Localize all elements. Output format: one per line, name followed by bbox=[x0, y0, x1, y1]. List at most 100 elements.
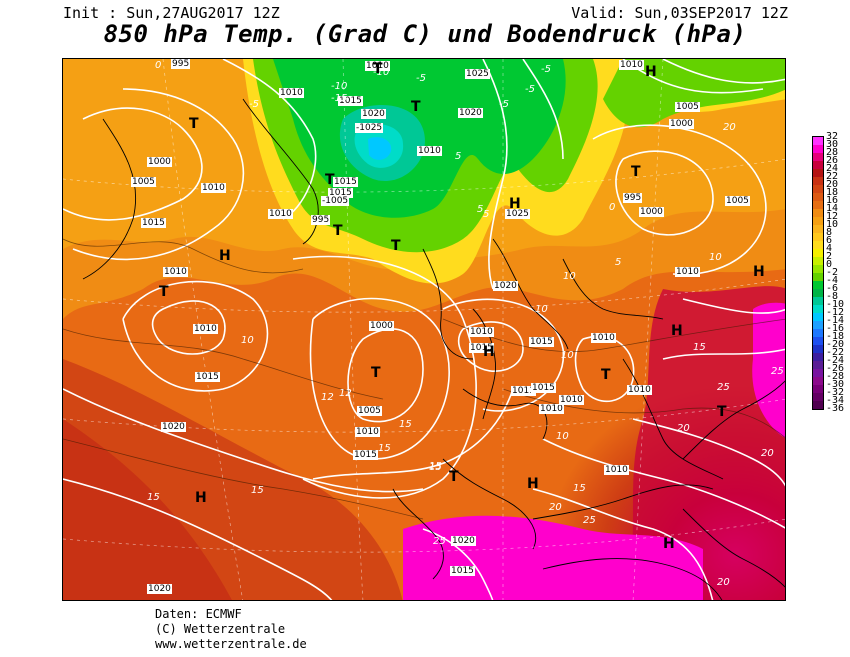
copyright: (C) Wetterzentrale bbox=[155, 622, 286, 636]
temp-label: 25 bbox=[771, 366, 784, 377]
low-center: T bbox=[159, 284, 169, 300]
color-scale-label: 18 bbox=[826, 187, 839, 198]
temp-label: 10 bbox=[241, 335, 254, 346]
isobar-label: -1025 bbox=[355, 123, 384, 133]
color-scale-cell bbox=[813, 361, 823, 369]
color-scale-cell bbox=[813, 265, 823, 273]
isobar-label: 1020 bbox=[493, 281, 518, 291]
color-scale-cell bbox=[813, 185, 823, 193]
color-scale-cell bbox=[813, 225, 823, 233]
color-scale-cell bbox=[813, 321, 823, 329]
isobar-label: 1020 bbox=[147, 584, 172, 594]
color-scale-label: -30 bbox=[826, 379, 845, 390]
color-scale-label: -10 bbox=[826, 299, 845, 310]
isobar-label: 1015 bbox=[328, 188, 353, 198]
temp-label: 20 bbox=[677, 423, 690, 434]
color-scale-cell bbox=[813, 209, 823, 217]
color-scale-cell bbox=[813, 377, 823, 385]
isobar-label: 1000 bbox=[369, 321, 394, 331]
isobar-label: 1010 bbox=[268, 209, 293, 219]
color-scale-label: -32 bbox=[826, 387, 845, 398]
color-scale-label: -8 bbox=[826, 291, 839, 302]
isobar-label: 1010 bbox=[675, 267, 700, 277]
isobar-label: 1011 bbox=[511, 386, 536, 396]
color-scale-cell bbox=[813, 281, 823, 289]
isobar-label: 1015 bbox=[353, 450, 378, 460]
temp-label: 15 bbox=[399, 419, 412, 430]
isobar-label: 1010 bbox=[539, 404, 564, 414]
color-scale-label: 16 bbox=[826, 195, 839, 206]
coastlines bbox=[82, 98, 785, 600]
temp-label: 12 bbox=[339, 388, 352, 399]
footer-credits: Daten: ECMWF (C) Wetterzentrale www.wett… bbox=[155, 607, 307, 652]
temp-label: 15 bbox=[378, 443, 391, 454]
isobar-label: 1010 bbox=[193, 324, 218, 334]
low-center: T bbox=[411, 99, 421, 115]
isotherms bbox=[63, 238, 785, 520]
temp-label: 20 bbox=[723, 122, 736, 133]
color-scale-label: -14 bbox=[826, 315, 845, 326]
color-scale-label: -24 bbox=[826, 355, 845, 366]
warm-east bbox=[623, 286, 785, 600]
color-scale-cell bbox=[813, 401, 823, 409]
color-scale-cell bbox=[813, 217, 823, 225]
color-scale-cell bbox=[813, 313, 823, 321]
high-center: H bbox=[663, 536, 675, 552]
low-center: T bbox=[601, 367, 611, 383]
isobar-label: 1020 bbox=[161, 422, 186, 432]
isobar-label: 1015 bbox=[529, 337, 554, 347]
color-scale-cell bbox=[813, 249, 823, 257]
temp-label: -10 bbox=[331, 81, 348, 92]
color-scale-label: -22 bbox=[826, 347, 845, 358]
temp-label: -5 bbox=[541, 64, 551, 75]
temp-label: 15 bbox=[429, 462, 442, 473]
isobar-label: 995 bbox=[311, 215, 331, 225]
temp-label: -5 bbox=[499, 99, 509, 110]
temp-label: 15 bbox=[573, 483, 586, 494]
isobar-label: 1010 bbox=[163, 267, 188, 277]
temp-label: 25 bbox=[717, 382, 730, 393]
isobar-label: 1015 bbox=[469, 343, 494, 353]
hot-east bbox=[752, 302, 785, 438]
cold-core-min bbox=[368, 137, 392, 160]
high-center: H bbox=[509, 196, 521, 212]
color-scale-cell bbox=[813, 145, 823, 153]
color-scale-cell bbox=[813, 177, 823, 185]
temp-label: 10 bbox=[709, 252, 722, 263]
temp-label: -5 bbox=[416, 73, 426, 84]
color-scale-cell bbox=[813, 393, 823, 401]
temp-label: -5 bbox=[249, 99, 259, 110]
temp-label: 15 bbox=[429, 461, 442, 472]
temp-label: 10 bbox=[561, 350, 574, 361]
temp-label: 5 bbox=[455, 151, 462, 162]
low-center: T bbox=[333, 223, 343, 239]
color-scale-cell bbox=[813, 337, 823, 345]
color-scale-cell bbox=[813, 193, 823, 201]
temp-label: 5 bbox=[483, 209, 490, 220]
isobar-label: 1020 bbox=[458, 108, 483, 118]
low-center: T bbox=[717, 404, 727, 420]
isobar-label: 1010 bbox=[604, 465, 629, 475]
color-scale-label: -12 bbox=[826, 307, 845, 318]
isobar-label: 1015 bbox=[141, 218, 166, 228]
temp-label: 12 bbox=[321, 392, 334, 403]
color-scale-label: 28 bbox=[826, 147, 839, 158]
low-center: T bbox=[189, 116, 199, 132]
color-scale-label: -26 bbox=[826, 363, 845, 374]
isobar-label: 1000 bbox=[639, 207, 664, 217]
color-scale-cell bbox=[813, 329, 823, 337]
temp-label: 15 bbox=[251, 485, 264, 496]
temp-label: 20 bbox=[717, 577, 730, 588]
color-scale-cell bbox=[813, 353, 823, 361]
temp-label: 20 bbox=[549, 502, 562, 513]
temp-label: 10 bbox=[563, 271, 576, 282]
isobar-label: 1000 bbox=[669, 119, 694, 129]
color-scale-cell bbox=[813, 305, 823, 313]
isobar-label: 1015 bbox=[338, 96, 363, 106]
color-scale-cell bbox=[813, 153, 823, 161]
color-scale-label: 2 bbox=[826, 251, 833, 262]
data-source: Daten: ECMWF bbox=[155, 607, 242, 621]
isobar-label: 1000 bbox=[147, 157, 172, 167]
low-center: T bbox=[449, 469, 459, 485]
color-scale-label: 8 bbox=[826, 227, 833, 238]
